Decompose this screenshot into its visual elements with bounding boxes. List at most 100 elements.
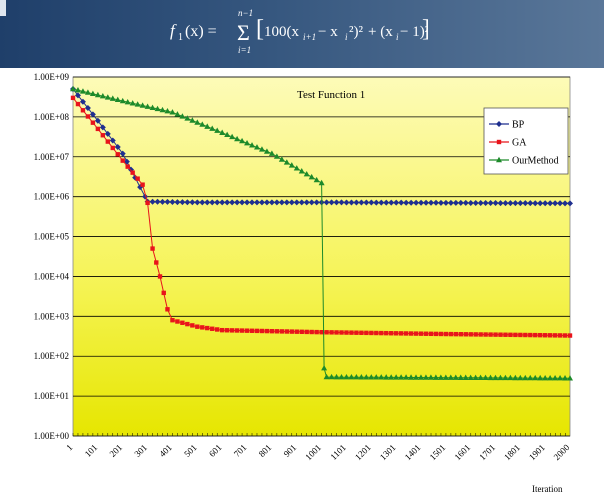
marker-ga [364, 330, 369, 336]
marker-ga [200, 325, 205, 330]
header-corner-mark [0, 0, 6, 16]
marker-ga [75, 101, 81, 107]
marker-ourmethod [293, 165, 300, 171]
marker-ga [503, 332, 508, 337]
marker-ourmethod [517, 374, 524, 381]
marker-bp [437, 199, 444, 206]
formula-term2-sub: i [396, 32, 399, 42]
marker-ourmethod [313, 176, 320, 183]
marker-bp [542, 200, 549, 207]
slide-header: f 1 (x) = n−1 Σ i=1 [ 100(x i+1 − x i ²)… [0, 0, 604, 68]
marker-ga [369, 330, 374, 336]
marker-ga [289, 329, 294, 334]
marker-bp [398, 199, 405, 206]
marker-ourmethod [154, 105, 161, 112]
marker-ga [384, 330, 389, 336]
marker-ga [562, 333, 568, 338]
marker-ourmethod [403, 374, 410, 380]
marker-ga [170, 317, 175, 323]
marker-bp [328, 199, 335, 206]
marker-ga [374, 330, 379, 336]
marker-bp [119, 150, 126, 157]
marker-ourmethod [442, 374, 449, 380]
marker-ga [528, 332, 533, 338]
x-tick-label: 201 [108, 442, 125, 459]
marker-bp [492, 200, 499, 207]
marker-ga [70, 95, 76, 101]
marker-bp [204, 199, 211, 206]
marker-ourmethod [169, 109, 176, 115]
marker-ga [508, 332, 513, 338]
marker-bp [159, 198, 166, 205]
marker-ga [249, 328, 255, 333]
marker-ourmethod [298, 168, 305, 174]
marker-ga [299, 329, 304, 334]
marker-bp [239, 199, 246, 206]
marker-bp [442, 199, 449, 206]
marker-ourmethod [229, 133, 236, 140]
marker-bp [303, 199, 310, 206]
marker-ga [448, 331, 454, 337]
marker-bp [502, 200, 509, 207]
y-tick-label: 1.00E+08 [34, 112, 70, 122]
formula-arg: (x) = [185, 23, 217, 40]
marker-bp [258, 199, 265, 206]
marker-ourmethod [144, 103, 151, 109]
marker-ga [157, 274, 163, 279]
marker-ourmethod [338, 373, 345, 380]
marker-ourmethod [273, 153, 280, 159]
marker-ga [413, 331, 419, 336]
marker-ga [438, 331, 444, 337]
marker-ourmethod [194, 119, 201, 125]
marker-ourmethod [537, 374, 544, 381]
marker-ourmethod [353, 374, 360, 380]
marker-ourmethod [343, 373, 350, 380]
marker-ga [428, 331, 434, 337]
marker-bp [79, 98, 86, 105]
marker-ourmethod [119, 97, 126, 104]
marker-bp [527, 200, 534, 207]
marker-bp [224, 199, 231, 206]
marker-ourmethod [159, 106, 166, 113]
marker-ga [190, 323, 195, 328]
x-tick-label: 1601 [452, 442, 472, 462]
x-tick-label: 401 [157, 442, 174, 459]
marker-ga [443, 331, 449, 337]
marker-ga [140, 182, 145, 187]
marker-ga [254, 328, 260, 334]
marker-ga [334, 330, 339, 335]
formula-term2-end: − 1)² [400, 24, 428, 40]
marker-ga [264, 328, 270, 334]
marker-ga [408, 331, 414, 336]
marker-ga [309, 329, 314, 335]
formula-sum-upper: n−1 [238, 8, 253, 18]
marker-bp [253, 199, 260, 206]
x-tick-label: 1801 [502, 442, 522, 462]
y-tick-label: 1.00E+04 [34, 271, 70, 281]
marker-ga [542, 333, 548, 338]
marker-ourmethod [74, 87, 81, 93]
marker-ourmethod [512, 374, 519, 381]
marker-ourmethod [258, 146, 265, 152]
marker-ga [463, 332, 468, 337]
marker-bp [373, 199, 380, 206]
marker-ga [339, 330, 344, 335]
marker-ourmethod [184, 115, 191, 121]
marker-bp [89, 111, 96, 118]
marker-ga [533, 332, 538, 338]
marker-ga [567, 333, 573, 338]
marker-ourmethod [139, 102, 146, 108]
marker-ga [433, 331, 439, 337]
marker-ga [478, 332, 483, 337]
marker-ourmethod [134, 101, 141, 107]
x-axis-title: Iteration [532, 484, 563, 494]
marker-ga [398, 331, 404, 336]
marker-bp [278, 199, 285, 206]
marker-ga [557, 333, 563, 338]
marker-bp [537, 200, 544, 207]
marker-bp [403, 199, 410, 206]
marker-ga [105, 139, 111, 144]
marker-ourmethod [104, 94, 111, 100]
x-axis-labels: 1 101 201 301 401 501 601 701 801 901 1001 1101 1201… [64, 442, 572, 462]
formula-sum-lower: i=1 [238, 45, 251, 55]
